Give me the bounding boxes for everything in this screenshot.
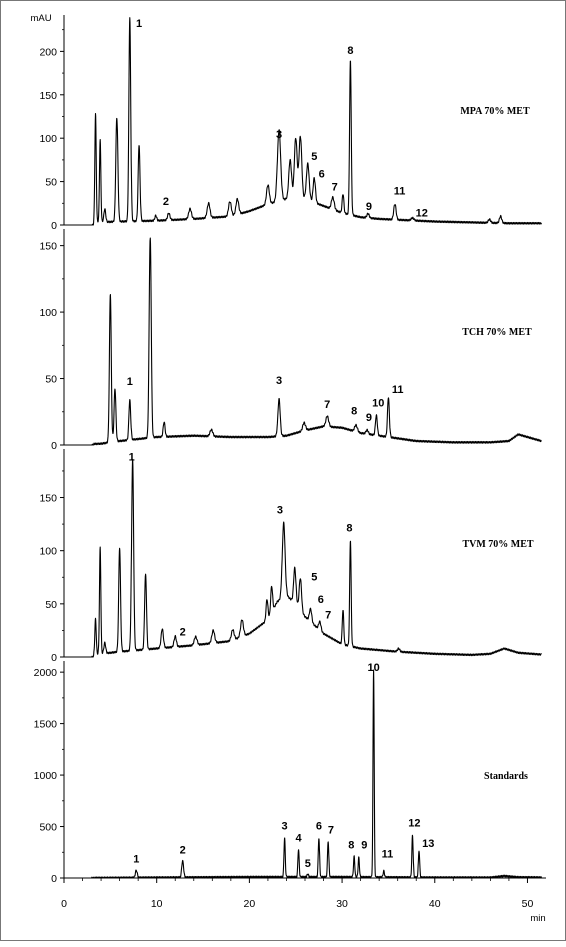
panel-title: TVM 70% MET xyxy=(462,539,533,550)
peak-label-6: 6 xyxy=(316,821,322,833)
series-trace xyxy=(64,237,542,446)
y-tick-label: 2000 xyxy=(34,667,58,679)
peak-label-3: 3 xyxy=(282,821,288,833)
x-tick-label: 50 xyxy=(522,898,534,910)
series-trace xyxy=(64,17,542,226)
panel-title: Standards xyxy=(484,771,528,782)
peak-label-6: 6 xyxy=(318,594,324,606)
y-tick-label: 0 xyxy=(51,652,57,664)
peak-label-2: 2 xyxy=(163,196,169,208)
peak-label-9: 9 xyxy=(361,840,367,852)
y-tick-label: 100 xyxy=(39,133,57,145)
y-tick-label: 500 xyxy=(39,822,57,834)
peak-label-5: 5 xyxy=(311,151,317,163)
peak-label-11: 11 xyxy=(394,186,406,198)
y-tick-label: 0 xyxy=(51,220,57,232)
y-tick-label: 1000 xyxy=(34,770,58,782)
peak-label-8: 8 xyxy=(347,45,353,57)
peak-label-3: 3 xyxy=(276,129,282,141)
peak-label-7: 7 xyxy=(332,181,338,193)
peak-label-9: 9 xyxy=(366,412,372,424)
peak-label-6: 6 xyxy=(319,168,325,180)
panel-3: 0 50 100 150 1 2 3 567 8 TVM 70% MET xyxy=(39,449,542,664)
peak-label-3: 3 xyxy=(277,504,283,516)
y-tick-label: 50 xyxy=(45,177,57,189)
peak-label-10: 10 xyxy=(367,662,379,674)
x-tick-label: 40 xyxy=(429,898,441,910)
x-tick-label: 30 xyxy=(336,898,348,910)
y-tick-label: 0 xyxy=(51,873,57,885)
peak-label-2: 2 xyxy=(180,627,186,639)
peak-label-1: 1 xyxy=(136,18,142,30)
y-tick-label: 50 xyxy=(45,374,57,386)
y-tick-label: 200 xyxy=(39,46,57,58)
peak-label-13: 13 xyxy=(422,838,434,850)
peak-label-2: 2 xyxy=(180,844,186,856)
series-trace xyxy=(64,458,542,658)
series-trace xyxy=(64,669,542,879)
x-tick-label: 10 xyxy=(151,898,163,910)
x-tick-label: 20 xyxy=(244,898,256,910)
peak-label-12: 12 xyxy=(408,818,420,830)
peak-label-12: 12 xyxy=(416,207,428,219)
peak-label-1: 1 xyxy=(129,451,135,463)
peak-label-9: 9 xyxy=(366,201,372,213)
y-tick-label: 100 xyxy=(39,546,57,558)
peak-label-5: 5 xyxy=(305,858,311,870)
x-unit-label: min xyxy=(530,913,545,924)
peak-label-11: 11 xyxy=(392,384,404,396)
peak-label-11: 11 xyxy=(382,848,394,860)
peak-label-7: 7 xyxy=(328,825,334,837)
y-tick-label: 1500 xyxy=(34,719,58,731)
y-tick-label: 150 xyxy=(39,493,57,505)
peak-label-1: 1 xyxy=(133,854,139,866)
y-tick-label: 0 xyxy=(51,440,57,452)
y-tick-label: 150 xyxy=(39,90,57,102)
panel-title: TCH 70% MET xyxy=(462,327,532,338)
peak-label-8: 8 xyxy=(348,840,354,852)
y-tick-label: 50 xyxy=(45,599,57,611)
peak-label-7: 7 xyxy=(325,610,331,622)
peak-label-4: 4 xyxy=(295,832,302,844)
peak-label-10: 10 xyxy=(372,397,384,409)
y-unit-label: mAU xyxy=(30,13,51,24)
panel-title: MPA 70% MET xyxy=(460,106,530,117)
peak-label-7: 7 xyxy=(324,399,330,411)
peak-label-1: 1 xyxy=(127,376,133,388)
peak-label-8: 8 xyxy=(351,405,357,417)
peak-label-3: 3 xyxy=(276,375,282,387)
y-tick-label: 150 xyxy=(39,241,57,253)
y-tick-label: 100 xyxy=(39,307,57,319)
peak-label-8: 8 xyxy=(346,523,352,535)
peak-label-5: 5 xyxy=(311,571,317,583)
x-tick-label: 0 xyxy=(61,898,67,910)
